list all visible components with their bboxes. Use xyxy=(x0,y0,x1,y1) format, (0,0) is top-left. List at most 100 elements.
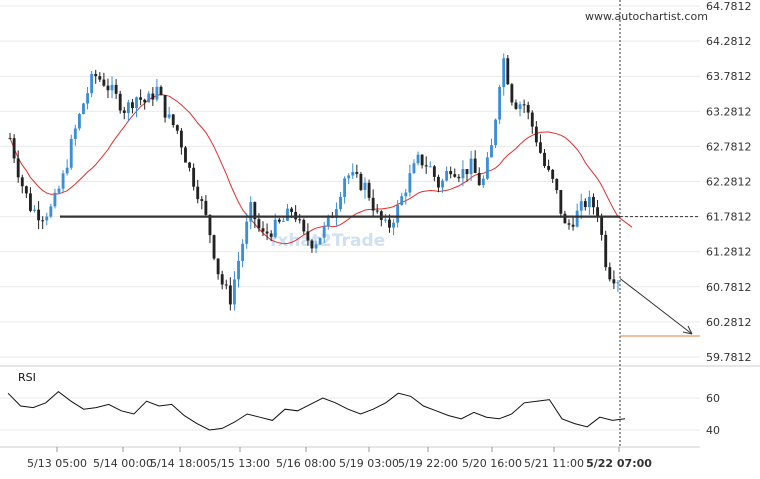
candle-body xyxy=(110,84,114,91)
candle-body xyxy=(326,215,330,226)
candle-body xyxy=(608,267,612,280)
candle-body xyxy=(396,204,400,223)
y-tick-label: 61.2812 xyxy=(706,246,752,259)
x-tick-label: 5/16 08:00 xyxy=(276,457,336,470)
candle-body xyxy=(371,197,375,211)
levels xyxy=(60,0,700,447)
candle-body xyxy=(188,162,191,168)
watermark-url: www.autochartist.com xyxy=(585,10,708,23)
candle-body xyxy=(184,147,187,163)
candle-body xyxy=(534,126,538,143)
candle-body xyxy=(41,220,45,222)
candle-body xyxy=(461,169,465,179)
candle-body xyxy=(567,223,571,225)
x-tick-label: 5/14 00:00 xyxy=(93,457,153,470)
time-axis: 5/13 05:00 5/14 00:005/14 18:00 5/15 13:00… xyxy=(0,446,700,470)
candle-body xyxy=(290,208,293,212)
candle-body xyxy=(355,172,359,174)
candle-body xyxy=(33,209,36,211)
projection-arrow-line xyxy=(619,278,693,335)
candle-body xyxy=(12,138,16,159)
candle-body xyxy=(269,233,273,237)
candle-body xyxy=(241,243,245,261)
rsi-tick-label: 60 xyxy=(706,392,720,405)
candle-body xyxy=(587,196,591,208)
x-tick-label: 5/14 18:00 xyxy=(150,457,210,470)
candle-body xyxy=(543,152,546,166)
candle-body xyxy=(445,171,449,181)
candle-body xyxy=(494,119,497,146)
candle-body xyxy=(432,166,436,177)
y-tick-label: 60.7812 xyxy=(706,281,752,294)
candle-body xyxy=(200,199,204,201)
candle-body xyxy=(98,76,102,80)
candle-body xyxy=(571,224,575,227)
rsi-line xyxy=(7,390,626,431)
candle-body xyxy=(498,87,502,120)
x-tick-label: 5/21 11:00 xyxy=(524,457,584,470)
x-tick-label: 5/15 13:00 xyxy=(210,457,270,470)
candle-body xyxy=(114,84,118,94)
candle-body xyxy=(155,86,159,100)
watermark: www.autochartist.com fxhat2Trade xyxy=(270,10,708,251)
candle-body xyxy=(481,178,485,186)
y-tick-label: 59.7812 xyxy=(706,351,752,364)
candle-body xyxy=(261,228,265,232)
candle-body xyxy=(551,169,555,179)
candle-body xyxy=(286,208,289,221)
candle-body xyxy=(57,188,61,193)
candle-body xyxy=(257,219,261,229)
candle-body xyxy=(73,128,77,139)
candle-body xyxy=(224,284,228,286)
candle-body xyxy=(135,97,138,109)
candles xyxy=(8,53,620,311)
candle-body xyxy=(106,85,110,91)
candle-body xyxy=(306,231,310,241)
candle-body xyxy=(86,93,89,104)
candle-body xyxy=(510,84,514,103)
candle-body xyxy=(555,178,559,191)
projection-arrow-head xyxy=(682,325,693,335)
candle-body xyxy=(171,114,175,126)
y-tick-label: 63.2812 xyxy=(706,105,752,118)
candle-body xyxy=(363,182,367,190)
candle-body xyxy=(228,285,232,305)
grid xyxy=(0,5,760,431)
candle-body xyxy=(16,158,20,178)
candle-body xyxy=(131,102,134,109)
candle-body xyxy=(392,222,395,228)
candle-body xyxy=(473,158,477,173)
candle-body xyxy=(388,219,391,228)
candle-body xyxy=(65,167,69,174)
candle-body xyxy=(424,165,428,167)
candle-body xyxy=(559,190,563,214)
x-tick-label: 5/20 16:00 xyxy=(462,457,522,470)
candle-body xyxy=(575,210,579,227)
candle-body xyxy=(314,244,318,249)
candle-body xyxy=(596,207,599,217)
y-tick-label: 61.7812 xyxy=(706,211,752,224)
candle-body xyxy=(233,279,236,305)
candle-body xyxy=(196,186,200,200)
candle-body xyxy=(249,202,253,222)
candle-body xyxy=(514,102,518,109)
candle-body xyxy=(322,225,326,238)
candle-body xyxy=(208,214,212,236)
candle-body xyxy=(604,234,608,268)
candle-body xyxy=(69,138,73,168)
candle-body xyxy=(167,114,171,118)
rsi-panel: RSI xyxy=(7,371,626,431)
candle-body xyxy=(347,175,351,179)
candle-body xyxy=(465,169,469,175)
y-tick-label: 63.7812 xyxy=(706,70,752,83)
candle-body xyxy=(192,167,196,187)
candle-body xyxy=(237,260,240,280)
candle-body xyxy=(502,58,506,88)
y-tick-label: 64.2812 xyxy=(706,35,752,48)
candle-body xyxy=(522,104,526,106)
candle-body xyxy=(163,95,167,118)
candle-body xyxy=(126,102,130,113)
candle-body xyxy=(53,192,57,207)
candle-body xyxy=(61,173,65,189)
